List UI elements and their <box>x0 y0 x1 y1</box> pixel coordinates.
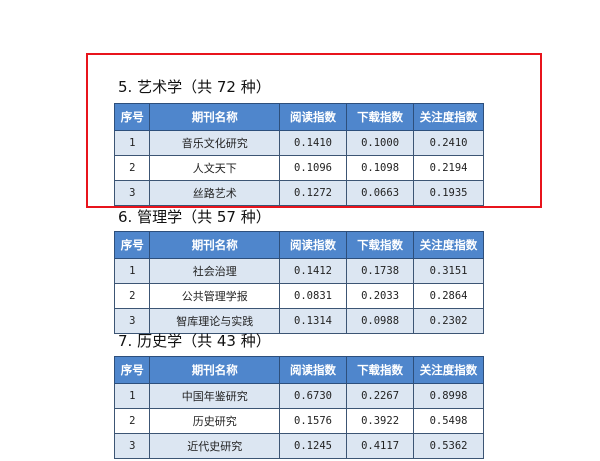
table-cell: 0.2194 <box>413 155 484 181</box>
table-cell: 0.1098 <box>346 155 415 181</box>
table-cell: 0.0663 <box>346 180 415 206</box>
header-row: 序号 期刊名称 阅读指数 下载指数 关注度指数 <box>113 231 484 259</box>
table-row: 2 人文天下 0.1096 0.1098 0.2194 <box>113 155 484 181</box>
table-cell: 0.2410 <box>413 130 484 156</box>
table-cell: 2 <box>113 408 151 434</box>
table-row: 3 近代史研究 0.1245 0.4117 0.5362 <box>113 433 484 459</box>
table-cell: 0.1245 <box>278 433 348 459</box>
table-cell: 2 <box>113 283 151 309</box>
column-header: 阅读指数 <box>278 103 348 131</box>
table-cell: 0.4117 <box>346 433 415 459</box>
header-row: 序号 期刊名称 阅读指数 下载指数 关注度指数 <box>113 356 484 384</box>
column-header: 期刊名称 <box>149 103 280 131</box>
column-header: 序号 <box>113 103 151 131</box>
table-row: 2 公共管理学报 0.0831 0.2033 0.2864 <box>113 283 484 309</box>
table-row: 3 丝路艺术 0.1272 0.0663 0.1935 <box>113 180 484 206</box>
table-cell: 中国年鉴研究 <box>149 383 280 409</box>
section-title: 7. 历史学（共 43 种） <box>118 332 271 350</box>
table-cell: 0.1576 <box>278 408 348 434</box>
table-row: 1 音乐文化研究 0.1410 0.1000 0.2410 <box>113 130 484 156</box>
table-cell: 音乐文化研究 <box>149 130 280 156</box>
table-cell: 0.2267 <box>346 383 415 409</box>
table-cell: 社会治理 <box>149 258 280 284</box>
column-header: 关注度指数 <box>413 231 484 259</box>
table-cell: 2 <box>113 155 151 181</box>
table-cell: 3 <box>113 180 151 206</box>
table-cell: 1 <box>113 383 151 409</box>
journal-table: 序号 期刊名称 阅读指数 下载指数 关注度指数 1 中国年鉴研究 0.6730 0.2267 0.… <box>113 356 484 459</box>
table-cell: 0.1096 <box>278 155 348 181</box>
table-cell: 丝路艺术 <box>149 180 280 206</box>
column-header: 阅读指数 <box>278 231 348 259</box>
column-header: 期刊名称 <box>149 356 280 384</box>
table-cell: 0.1412 <box>278 258 348 284</box>
table-row: 1 中国年鉴研究 0.6730 0.2267 0.8998 <box>113 383 484 409</box>
column-header: 下载指数 <box>346 231 415 259</box>
highlight-box <box>86 53 542 208</box>
table-cell: 0.2033 <box>346 283 415 309</box>
table-cell: 1 <box>113 258 151 284</box>
table-cell: 0.2864 <box>413 283 484 309</box>
section-title: 5. 艺术学（共 72 种） <box>118 78 271 96</box>
column-header: 下载指数 <box>346 103 415 131</box>
table-cell: 0.1314 <box>278 308 348 334</box>
table-cell: 公共管理学报 <box>149 283 280 309</box>
column-header: 期刊名称 <box>149 231 280 259</box>
table-cell: 近代史研究 <box>149 433 280 459</box>
column-header: 阅读指数 <box>278 356 348 384</box>
table-cell: 0.0988 <box>346 308 415 334</box>
table-cell: 0.1410 <box>278 130 348 156</box>
column-header: 序号 <box>113 231 151 259</box>
table-cell: 0.2302 <box>413 308 484 334</box>
table-row: 2 历史研究 0.1576 0.3922 0.5498 <box>113 408 484 434</box>
table-cell: 0.0831 <box>278 283 348 309</box>
table-cell: 3 <box>113 433 151 459</box>
table-row: 3 智库理论与实践 0.1314 0.0988 0.2302 <box>113 308 484 334</box>
table-cell: 0.1738 <box>346 258 415 284</box>
table-cell: 0.5498 <box>413 408 484 434</box>
table-row: 1 社会治理 0.1412 0.1738 0.3151 <box>113 258 484 284</box>
journal-table: 序号 期刊名称 阅读指数 下载指数 关注度指数 1 音乐文化研究 0.1410 0.1000 0.… <box>113 103 484 206</box>
table-cell: 0.3151 <box>413 258 484 284</box>
section-title: 6. 管理学（共 57 种） <box>118 208 271 226</box>
table-cell: 0.8998 <box>413 383 484 409</box>
table-cell: 人文天下 <box>149 155 280 181</box>
header-row: 序号 期刊名称 阅读指数 下载指数 关注度指数 <box>113 103 484 131</box>
table-cell: 0.1935 <box>413 180 484 206</box>
table-cell: 3 <box>113 308 151 334</box>
column-header: 序号 <box>113 356 151 384</box>
table-cell: 0.6730 <box>278 383 348 409</box>
journal-table: 序号 期刊名称 阅读指数 下载指数 关注度指数 1 社会治理 0.1412 0.1738 0.31… <box>113 231 484 334</box>
column-header: 关注度指数 <box>413 103 484 131</box>
column-header: 关注度指数 <box>413 356 484 384</box>
table-cell: 0.1272 <box>278 180 348 206</box>
table-cell: 历史研究 <box>149 408 280 434</box>
table-cell: 0.3922 <box>346 408 415 434</box>
table-cell: 0.1000 <box>346 130 415 156</box>
table-cell: 1 <box>113 130 151 156</box>
table-cell: 0.5362 <box>413 433 484 459</box>
column-header: 下载指数 <box>346 356 415 384</box>
